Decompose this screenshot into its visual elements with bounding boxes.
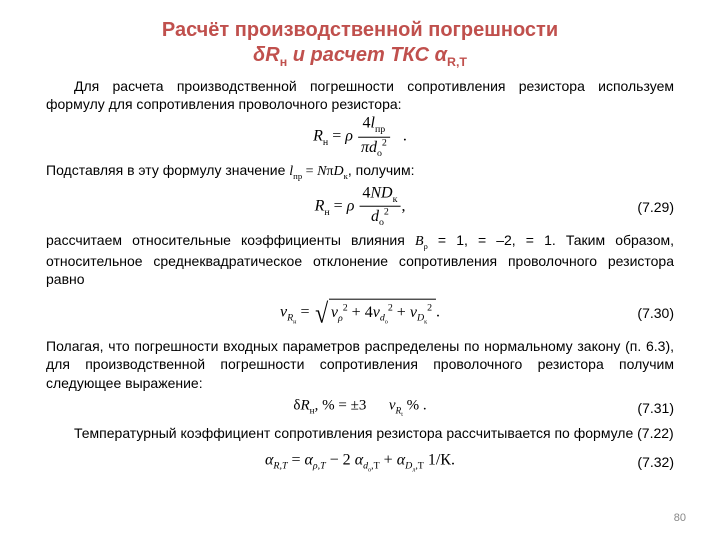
- para2-lsub: пр: [293, 171, 302, 181]
- para2-D: D: [333, 164, 343, 179]
- para2-N: N: [317, 164, 326, 179]
- title-alpha-sub: R,T: [447, 55, 467, 69]
- eq2-trail: ,: [401, 197, 405, 214]
- page-title: Расчёт производственной погрешности δRн …: [46, 18, 674, 71]
- title-delta: δ: [253, 44, 265, 66]
- title-line2: δRн и расчет ТКС αR,T: [253, 44, 467, 66]
- eq5-plus: +: [384, 451, 397, 468]
- eq1-trail: .: [403, 128, 407, 145]
- eq5-lhs-sub: R,T: [273, 460, 287, 471]
- eq1-den-d: d: [369, 139, 377, 156]
- eq3-t1: ν: [331, 304, 338, 321]
- eq5-t2suf: ,T: [371, 460, 380, 471]
- eq3-sqrt: √ νρ2 + 4νdо2 + νDк2: [313, 299, 436, 328]
- eq3-t1sub: ρ: [338, 313, 343, 324]
- eq5-t3: α: [397, 451, 405, 468]
- eq2-num-ND: ND: [370, 184, 392, 201]
- eq3-t2-4: 4: [365, 304, 373, 321]
- para2-eq: =: [302, 164, 317, 179]
- eq2-lhs-sub: н: [324, 207, 329, 218]
- eq1-den-pi: π: [361, 139, 369, 156]
- eq2-lhs: R: [315, 197, 325, 214]
- para2-b: , получим:: [348, 162, 415, 178]
- eq3-t3subsub: к: [424, 320, 427, 326]
- para3-a: рассчитаем относительные коэффициенты вл…: [46, 232, 415, 248]
- para3-B: B: [415, 234, 424, 249]
- eq1-lhs: R: [313, 128, 323, 145]
- eq5-t1sub: ρ,T: [313, 460, 326, 471]
- eq2-num-sub: к: [393, 194, 398, 205]
- eq2-den-sup: 2: [384, 207, 389, 218]
- eq-number-730: (7.30): [637, 304, 674, 322]
- title-line1: Расчёт производственной погрешности: [162, 19, 558, 41]
- eq3-t2sup: 2: [388, 303, 393, 314]
- eq-number-729: (7.29): [637, 197, 674, 215]
- eq2-rho: ρ: [347, 197, 355, 214]
- eq4-pct: % .: [403, 398, 427, 414]
- eq5-eq: =: [291, 451, 304, 468]
- eq3-t3: ν: [410, 304, 417, 321]
- eq3-t1sup: 2: [343, 303, 348, 314]
- paragraph-3: рассчитаем относительные коэффициенты вл…: [46, 231, 674, 289]
- equation-1: Rн = ρ 4lпр πdо2 .: [46, 117, 674, 157]
- equation-7-29: Rн = ρ 4NDк dо2 , (7.29): [46, 187, 674, 227]
- eq5-unit: 1/К.: [428, 451, 455, 468]
- eq5-minus: − 2: [330, 451, 351, 468]
- equation-7-32: αR,T = αρ,T − 2 αdо,T + αDл,T 1/К. (7.32…: [46, 447, 674, 477]
- eq3-plus1: +: [352, 304, 365, 321]
- paragraph-2: Подставляя в эту формулу значение lпр = …: [46, 161, 674, 182]
- title-tkc: ТКС α: [390, 44, 447, 66]
- eq1-rho: ρ: [345, 128, 353, 145]
- eq3-lhs-subsub: н: [293, 320, 296, 326]
- paragraph-5: Температурный коэффициент сопротивления …: [46, 424, 674, 442]
- equation-7-31: δδRRн, % = ±3 νRt % . (7.31): [46, 396, 674, 420]
- eq5-t3suf: ,T: [415, 460, 424, 471]
- paragraph-4: Полагая, что погрешности входных парамет…: [46, 337, 674, 392]
- title-and: и расчет: [287, 44, 390, 66]
- eq3-plus2: +: [397, 304, 410, 321]
- eq1-fraction: 4lпр πdо2: [358, 116, 390, 159]
- page-number: 80: [674, 511, 686, 526]
- eq5-t2: α: [355, 451, 363, 468]
- eq1-den-dsub: о: [377, 148, 382, 159]
- eq3-trail: .: [436, 304, 440, 321]
- eq1-lhs-sub: н: [323, 137, 328, 148]
- eq1-den-sup: 2: [382, 137, 387, 148]
- eq1-num-lsub: пр: [375, 124, 385, 135]
- eq-number-732: (7.32): [637, 453, 674, 471]
- title-R: R: [265, 44, 279, 66]
- eq5-t1: α: [305, 451, 313, 468]
- eq3-t3sup: 2: [427, 303, 432, 314]
- paragraph-1: Для расчета производственной погрешности…: [46, 77, 674, 114]
- para2-a: Подставляя в эту формулу значение: [46, 162, 289, 178]
- eq2-num-4: 4: [362, 184, 370, 201]
- equation-7-30: νRн = √ νρ2 + 4νdо2 + νDк2 . (7.30): [46, 293, 674, 333]
- eq2-fraction: 4NDк dо2: [359, 185, 400, 228]
- eq4-pm3: , % = ±3: [315, 398, 367, 414]
- eq3-t2subsub: о: [385, 320, 388, 326]
- eq3-t2: ν: [373, 304, 380, 321]
- eq2-den-dsub: о: [379, 217, 384, 228]
- eq-number-731: (7.31): [637, 399, 674, 417]
